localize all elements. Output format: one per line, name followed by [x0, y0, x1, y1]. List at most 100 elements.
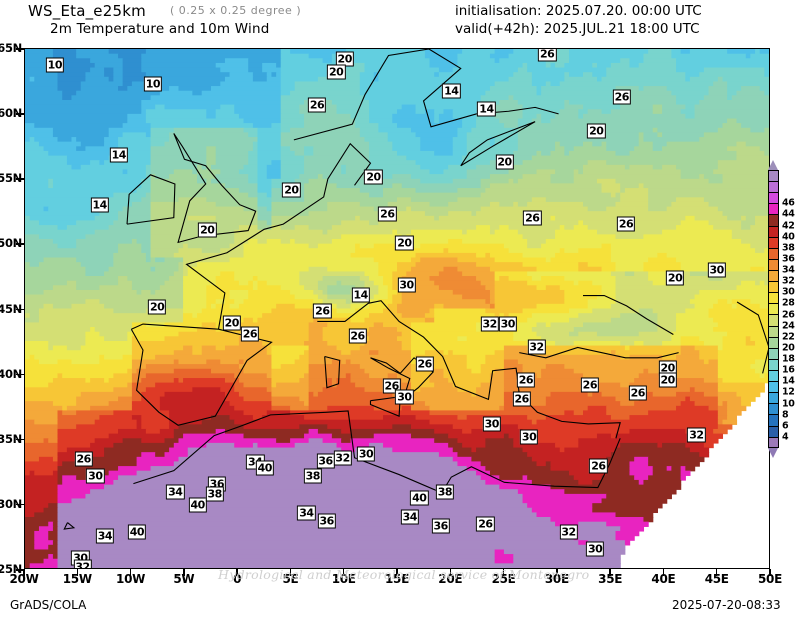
contour-label: 34 [95, 528, 115, 544]
lon-tick-mark [289, 569, 292, 576]
contour-label: 36 [431, 518, 450, 534]
contour-label: 32 [73, 559, 92, 568]
colorbar-tick-label: 10 [782, 398, 795, 410]
colorbar-tick-label: 30 [782, 286, 795, 298]
watermark: Hydrological and Meteorological service … [218, 567, 590, 582]
contour-label: 34 [400, 509, 419, 525]
contour-label: 26 [628, 385, 647, 401]
colorbar-tick-label: 32 [782, 275, 795, 287]
lon-tick-label: 5E [282, 572, 299, 586]
lon-tick-mark [236, 569, 238, 576]
contour-label: 20 [364, 169, 383, 185]
temperature-colorbar[interactable] [768, 170, 779, 448]
contour-label: 20 [495, 154, 514, 170]
colorbar-tick-label: 26 [782, 309, 795, 321]
header-bar: WS_Eta_e25km ( 0.25 x 0.25 degree ) 2m T… [0, 0, 800, 44]
contour-label: 30 [86, 468, 105, 484]
colorbar-top-arrow [768, 160, 778, 170]
colorbar-swatch [768, 303, 779, 315]
contour-label: 30 [519, 429, 539, 445]
colorbar-swatch [768, 214, 779, 226]
contour-label: 30 [356, 446, 376, 462]
map-plot-area[interactable]: 10 10 14 14 20 26 20 20 26 14 14 26 20 20 20 20 26 20 26 26… [24, 48, 770, 569]
lat-tick-mark [16, 438, 24, 441]
lat-tick-label: 25N [0, 562, 22, 576]
lon-tick-label: 35E [598, 572, 623, 586]
lon-tick-label: 15E [385, 572, 409, 586]
lat-tick-label: 60N [0, 106, 22, 121]
field-subtitle: 2m Temperature and 10m Wind [50, 21, 270, 37]
contour-label: 26 [240, 326, 260, 342]
colorbar-swatch [768, 325, 779, 337]
contour-label: 26 [538, 48, 557, 62]
colorbar-tick-label: 14 [782, 375, 795, 387]
colorbar-tick-label: 18 [782, 353, 795, 365]
contour-label: 26 [512, 391, 531, 407]
lat-tick-mark [16, 243, 24, 245]
lon-tick-label: 20W [9, 572, 39, 586]
lon-tick-mark [396, 569, 398, 576]
contour-label: 14 [442, 83, 461, 99]
contour-label: 20 [658, 372, 677, 388]
contour-label: 34 [297, 505, 316, 521]
colorbar-swatch [768, 369, 779, 382]
lat-tick-label: 55N [0, 171, 22, 186]
lon-tick-label: 45E [704, 572, 729, 586]
contour-label: 26 [589, 458, 608, 474]
contour-label: 20 [282, 182, 301, 198]
lon-tick-label: 10W [116, 572, 146, 586]
lon-tick-mark [502, 569, 505, 576]
model-title: WS_Eta_e25km [28, 2, 146, 20]
colorbar-swatch [768, 314, 779, 326]
colorbar-swatch [768, 436, 779, 448]
lat-tick-mark [16, 308, 24, 310]
contour-label: 38 [303, 468, 322, 484]
lat-tick-label: 45N [0, 301, 22, 316]
lon-tick-mark [769, 569, 771, 576]
colorbar-bottom-arrow [768, 448, 778, 458]
lon-tick-mark [662, 569, 665, 576]
contour-label: 30 [395, 389, 414, 405]
lon-tick-mark [76, 569, 79, 576]
lat-tick-mark [16, 503, 24, 506]
lat-tick-mark [16, 48, 24, 50]
colorbar-swatch [768, 269, 779, 282]
contour-label: 20 [222, 315, 241, 331]
colorbar-swatch [768, 225, 779, 237]
contour-label: 26 [516, 372, 536, 388]
contour-label: 26 [415, 356, 434, 372]
lon-tick-mark [183, 569, 185, 576]
contour-label: 40 [188, 497, 207, 513]
contour-label: 14 [477, 101, 496, 117]
colorbar-tick-label: 46 [782, 197, 795, 209]
colorbar-tick-label: 4 [782, 431, 789, 443]
colorbar-swatch [768, 247, 779, 259]
colorbar-tick-label: 36 [782, 253, 795, 265]
colorbar-tick-label: 22 [782, 331, 795, 343]
colorbar-swatch [768, 236, 779, 248]
colorbar-swatch [768, 336, 779, 348]
colorbar-tick-label: 40 [782, 231, 795, 243]
colorbar-swatch [768, 392, 779, 404]
lon-tick-label: 5W [173, 572, 195, 586]
software-credit: GrADS/COLA [10, 598, 87, 612]
colorbar-tick-label: 12 [782, 386, 795, 398]
contour-label: 30 [482, 416, 501, 432]
model-resolution: ( 0.25 x 0.25 degree ) [170, 4, 302, 17]
lon-tick-label: 15W [62, 572, 92, 586]
contour-label: 20 [147, 299, 167, 315]
contour-label: 26 [612, 89, 631, 105]
lon-tick-mark [23, 569, 25, 576]
contour-label: 20 [587, 123, 606, 139]
colorbar-swatch [768, 170, 779, 182]
colorbar-swatch [768, 414, 779, 426]
colorbar-swatch [768, 358, 779, 370]
contour-label: 40 [410, 490, 429, 506]
contour-label: 38 [205, 486, 224, 502]
lat-tick-mark [16, 373, 24, 376]
colorbar-tick-label: 38 [782, 242, 795, 254]
colorbar-tick-label: 28 [782, 297, 795, 309]
colorbar-swatch [768, 192, 779, 204]
contour-label: 26 [348, 328, 367, 344]
lat-tick-mark [16, 178, 24, 180]
